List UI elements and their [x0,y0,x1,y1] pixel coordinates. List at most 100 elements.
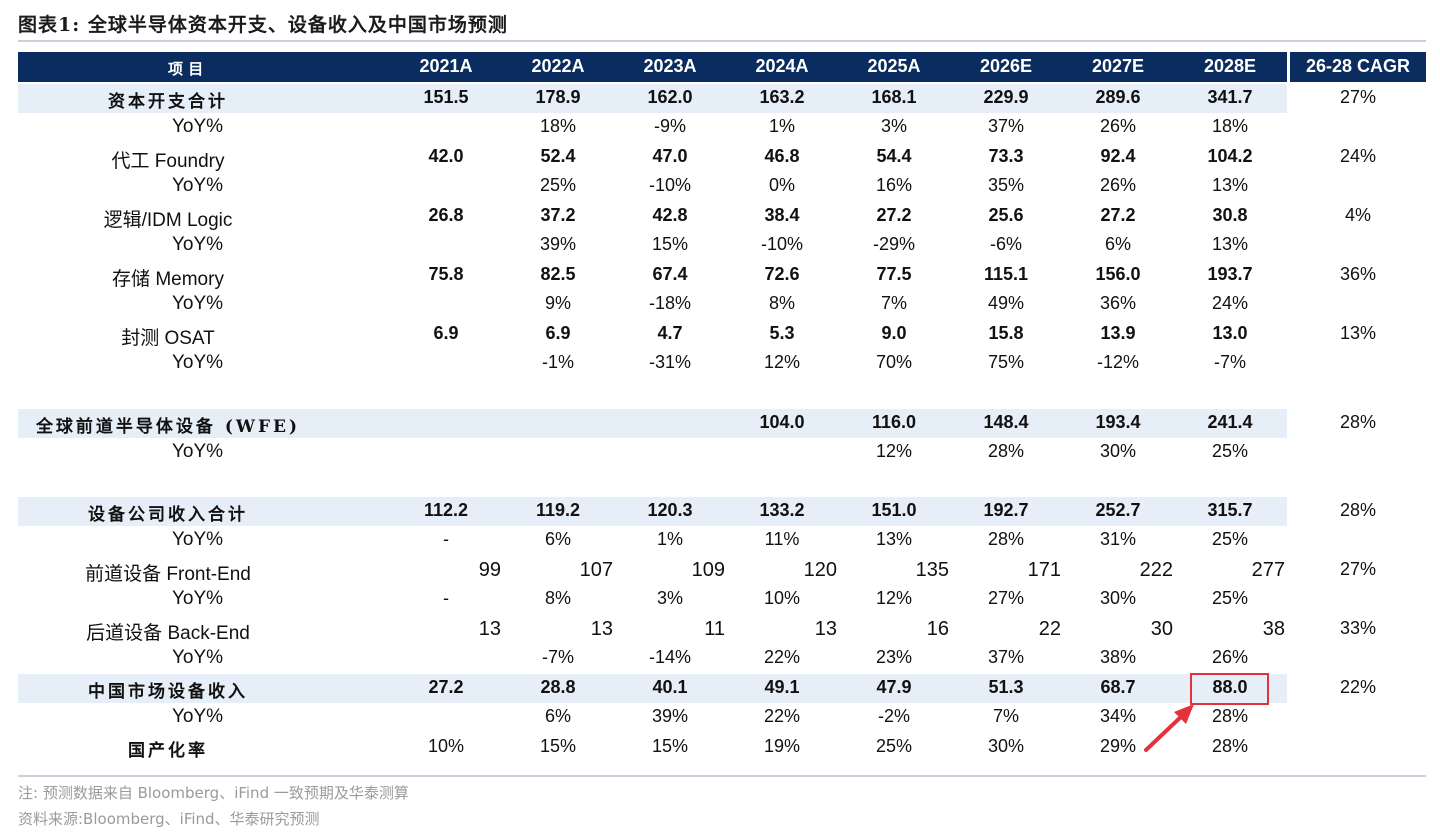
row-value-2027e: 289.6 [1095,87,1141,107]
row-value-2022a: -7% [541,647,574,667]
row-value-2023a: 40.1 [652,677,688,697]
row-value-2021a: 151.5 [423,87,469,107]
row-value-2026e: 171 [1027,559,1061,581]
row-value-2028e: 25% [1211,441,1249,461]
row-value-2026e: 28% [987,529,1025,549]
row-label: 代工 Foundry [111,151,225,172]
row-value-2028e: 26% [1211,647,1249,667]
row-value-2026e: -6% [989,234,1022,254]
row-value-2025a: 27.2 [876,205,912,225]
row-value-2021a: 10% [427,736,465,756]
row-value-2021a: 13 [478,618,501,640]
row-value-2028e: 24% [1211,293,1249,313]
row-value-2024a: 11% [764,529,800,549]
row-label: YoY% [172,647,224,668]
row-value-2024a: -10% [760,234,804,254]
highlight-box-2028e-china [1190,673,1269,705]
row-value-2023a: 162.0 [647,87,693,107]
row-label: 封测 OSAT [121,328,215,349]
row-value-2027e: 26% [1099,116,1137,136]
row-value-2027e: 38% [1099,647,1137,667]
source-note: 资料来源:Bloomberg、iFind、华泰研究预测 [18,810,320,828]
row-highlight-band [18,84,1287,113]
table-row: 中国市场设备收入 27.2 28.8 40.1 49.1 47.9 51.3 68.7 88.0… [18,674,1426,703]
row-value-2024a: 8% [768,293,795,313]
row-value-2028e: 341.7 [1207,87,1253,107]
row-value-2026e: 30% [987,736,1025,756]
row-value-2022a: 39% [539,234,577,254]
row-value-2021a: - [443,588,449,608]
row-highlight-band [18,674,1287,703]
row-value-2022a: 6% [544,529,571,549]
row-value-2023a: -18% [648,293,692,313]
header-year-2022a: 2022A [531,56,585,76]
row-value-2028e: 241.4 [1207,412,1253,432]
row-value-2025a: 47.9 [876,677,912,697]
row-value-2027e: -12% [1096,352,1140,372]
row-value-2027e: 34% [1099,706,1137,726]
row-value-2023a: 1% [656,529,683,549]
row-value-2026e: 28% [987,441,1025,461]
row-value-2023a: 120.3 [647,500,693,520]
row-value-2027e: 31% [1099,529,1137,549]
row-value-2022a: 52.4 [540,146,576,166]
row-value-2025a: 12% [875,441,913,461]
row-value-2025a: 54.4 [876,146,912,166]
row-value-2021a: - [443,529,449,549]
row-value-2024a: 104.0 [759,412,805,432]
row-value-2023a: 15% [651,234,689,254]
row-label: YoY% [172,175,224,196]
footnote: 注: 预测数据来自 Bloomberg、iFind 一致预期及华泰测算 [18,784,409,802]
row-value-2022a: -1% [541,352,574,372]
row-value-2022a: 25% [539,175,577,195]
row-value-2023a: -14% [648,647,692,667]
table-row: YoY% 39% 15% -10% -29% -6% 6% 13% [18,231,1426,260]
row-value-2028e: 104.2 [1207,146,1253,166]
row-label: YoY% [172,116,224,137]
row-value-2027e: 13.9 [1100,323,1136,343]
header-cagr-label: 26-28 CAGR [1305,56,1411,76]
row-value-2024a: 22% [763,706,801,726]
row-value-2022a: 37.2 [540,205,576,225]
top-rule [18,40,1426,42]
row-value-2025a: 151.0 [871,500,917,520]
row-value-2022a: 15% [539,736,577,756]
row-value-2022a: 6.9 [545,323,571,343]
row-value-2026e: 37% [987,647,1025,667]
row-label: YoY% [172,706,224,727]
row-label: YoY% [172,234,224,255]
row-value-2023a: 3% [656,588,683,608]
row-value-2024a: 46.8 [764,146,800,166]
row-value-2024a: 10% [763,588,801,608]
row-value-2026e: 115.1 [983,264,1029,284]
table-row: YoY% - 6% 1% 11% 13% 28% 31% 25% [18,526,1426,555]
bottom-rule [18,775,1426,777]
row-value-2024a: 133.2 [759,500,805,520]
row-value-2028e: 38 [1262,618,1285,640]
row-value-2027e: 252.7 [1095,500,1141,520]
row-value-2028e: 315.7 [1207,500,1253,520]
row-value-2028e: 13.0 [1212,323,1248,343]
row-value-2027e: 36% [1099,293,1137,313]
row-value-2025a: 77.5 [876,264,912,284]
row-value-2024a: 19% [763,736,801,756]
row-value-2026e: 73.3 [988,146,1024,166]
row-label: YoY% [172,588,224,609]
row-value-2021a: 99 [478,559,501,581]
table-row: 代工 Foundry 42.0 52.4 47.0 46.8 54.4 73.3 92.4 10… [18,143,1426,172]
row-value-2027e: 29% [1099,736,1137,756]
table-row: 设备公司收入合计 112.2 119.2 120.3 133.2 151.0 192.7 25… [18,497,1426,526]
row-label: 中国市场设备收入 [88,682,248,702]
row-value-2023a: 47.0 [652,146,688,166]
row-value-2027e: 30% [1099,588,1137,608]
row-value-2022a: 82.5 [540,264,576,284]
row-value-2028e: 277 [1251,559,1285,581]
row-value-2024a: 163.2 [759,87,805,107]
header-year-2026e: 2026E [979,56,1033,76]
table-row: 全球前道半导体设备 (WFE) 104.0 116.0 148.4 193.4 241.4… [18,409,1426,438]
row-value-2025a: 12% [875,588,913,608]
row-value-2022a: 18% [539,116,577,136]
row-value-2025a: 9.0 [881,323,907,343]
row-value-2028e: 18% [1211,116,1249,136]
row-value-2024a: 22% [763,647,801,667]
